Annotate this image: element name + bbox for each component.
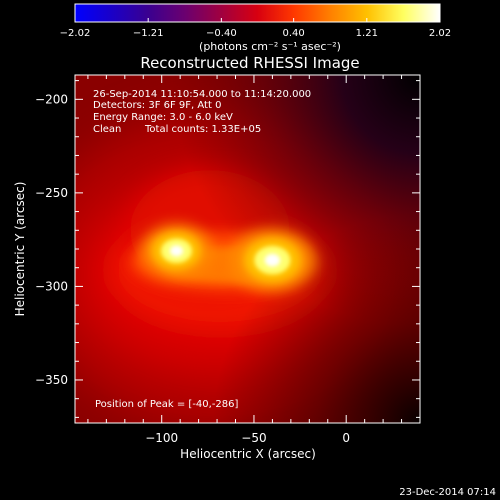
y-axis: −200 −250 −300 −350 xyxy=(35,80,420,418)
annotation-energy: Energy Range: 3.0 - 6.0 keV xyxy=(93,112,233,123)
colorbar-ticks: −2.02 −1.21 −0.40 0.40 1.21 2.02 xyxy=(60,18,451,39)
colorbar-tick-label: 1.21 xyxy=(356,28,378,39)
y-tick-label: −300 xyxy=(35,279,68,293)
annotation-method: Clean xyxy=(93,124,121,135)
annotation-peak: Position of Peak = [-40,-286] xyxy=(95,399,239,410)
y-tick-label: −350 xyxy=(35,373,68,387)
colorbar-tick-label: −0.40 xyxy=(206,28,237,39)
annotation-counts: Total counts: 1.33E+05 xyxy=(144,124,261,135)
annotation-detectors: Detectors: 3F 6F 9F, Att 0 xyxy=(93,100,221,111)
colorbar-label: (photons cm⁻² s⁻¹ asec⁻²) xyxy=(199,40,341,53)
annotation-time-range: 26-Sep-2014 11:10:54.000 to 11:14:20.000 xyxy=(93,89,311,100)
x-axis-label: Heliocentric X (arcsec) xyxy=(180,447,316,461)
flare-source-1 xyxy=(141,224,212,278)
x-tick-label: −100 xyxy=(145,431,178,445)
y-tick-label: −250 xyxy=(35,186,68,200)
x-tick-label: 0 xyxy=(342,431,350,445)
flare-source-2 xyxy=(231,229,314,292)
y-tick-label: −200 xyxy=(35,92,68,106)
x-tick-label: −50 xyxy=(241,431,266,445)
footer-date: 23-Dec-2014 07:14 xyxy=(399,487,496,498)
colorbar: −2.02 −1.21 −0.40 0.40 1.21 2.02 (photons cm⁻… xyxy=(60,3,451,53)
colorbar-tick-label: 0.40 xyxy=(283,28,305,39)
heatmap-image xyxy=(75,75,420,423)
colorbar-gradient xyxy=(74,3,441,23)
flare-sources xyxy=(141,224,314,292)
y-axis-label: Heliocentric Y (arcsec) xyxy=(13,182,27,317)
colorbar-tick-label: −1.21 xyxy=(133,28,164,39)
x-axis: −100 −50 0 xyxy=(87,75,421,445)
colorbar-tick-label: 2.02 xyxy=(429,28,451,39)
chart-title: Reconstructed RHESSI Image xyxy=(140,54,359,72)
colorbar-tick-label: −2.02 xyxy=(60,28,91,39)
